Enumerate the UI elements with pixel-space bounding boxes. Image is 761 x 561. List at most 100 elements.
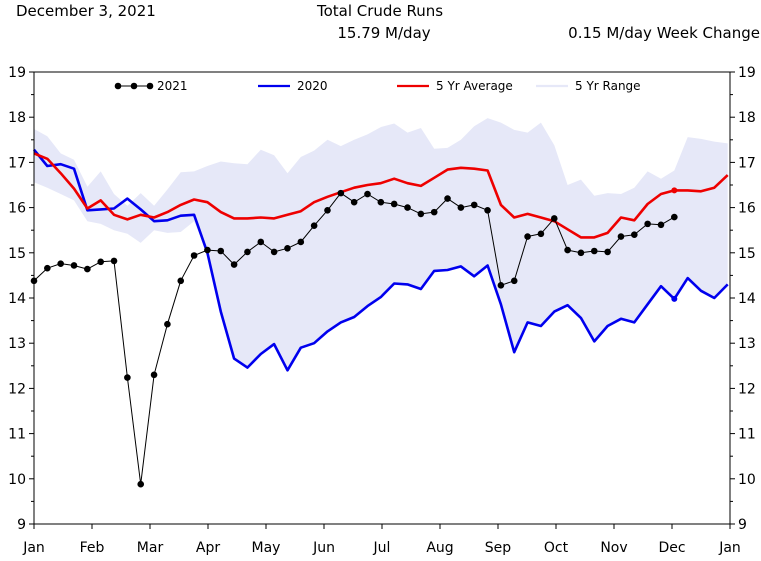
series-2021-point <box>564 246 571 254</box>
legend-2021-marker <box>146 82 154 90</box>
series-2021-point <box>257 238 265 246</box>
y-tick-label: 16 <box>8 201 26 217</box>
series-2021-point <box>110 257 118 265</box>
legend-2021-label: 2021 <box>157 79 188 93</box>
series-2021-point <box>297 238 305 246</box>
week-change: 0.15 M/day Week Change <box>568 24 760 42</box>
legend-5yr-average: 5 Yr Average <box>397 79 513 93</box>
x-tick-label: Jan <box>718 540 741 556</box>
y-tick-label-right: 18 <box>738 110 756 126</box>
series-2021-point <box>510 277 518 285</box>
series-2021-point <box>230 261 238 268</box>
series-2021-point <box>310 222 318 229</box>
series-2021-point <box>84 265 91 273</box>
y-tick-label-right: 14 <box>738 291 756 307</box>
series-2021-point <box>324 207 331 214</box>
x-tick-label: Oct <box>544 540 569 556</box>
y-tick-label-right: 10 <box>738 472 756 488</box>
y-tick-label-right: 13 <box>738 336 756 352</box>
x-tick-label: Apr <box>196 540 220 556</box>
y-tick-label: 10 <box>8 472 26 488</box>
x-tick-label: Dec <box>658 540 685 556</box>
legend-2021-marker <box>130 82 138 90</box>
series-2021-point <box>577 249 585 257</box>
series-2021-point <box>204 246 211 254</box>
series-2021-point <box>470 201 478 209</box>
series-2021-point <box>497 282 505 289</box>
series-2021-point <box>97 258 104 266</box>
series-2021-point <box>270 248 278 256</box>
legend-5yr-range-label: 5 Yr Range <box>575 79 641 93</box>
y-tick-label: 12 <box>8 381 26 397</box>
series-2021-point <box>137 480 145 488</box>
series-2021-point <box>457 204 465 211</box>
legend-2020-label: 2020 <box>297 79 328 93</box>
y-tick-label-right: 9 <box>738 517 747 533</box>
x-tick-label: Sep <box>485 540 512 556</box>
x-tick-label: May <box>252 540 281 556</box>
series-2021-point <box>390 200 398 208</box>
series-2021-point <box>524 233 531 240</box>
series-2021-point <box>164 320 171 328</box>
y-tick-label: 19 <box>8 65 26 81</box>
series-2021-point <box>284 244 291 252</box>
series-2021-point <box>671 213 678 221</box>
y-tick-label-right: 15 <box>738 246 756 262</box>
series-2021-point <box>350 198 358 206</box>
y-tick-label: 13 <box>8 336 26 352</box>
chart-title: Total Crude Runs <box>316 2 444 20</box>
report-date: December 3, 2021 <box>16 2 156 20</box>
y-tick-label-right: 11 <box>738 427 756 443</box>
series-2021-point <box>657 221 665 229</box>
x-tick-label: Nov <box>600 540 627 556</box>
y-tick-label: 17 <box>8 155 26 171</box>
current-value: 15.79 M/day <box>337 24 431 42</box>
y-tick-label: 9 <box>17 517 26 533</box>
series-2021-point <box>150 371 158 379</box>
series-2021-point <box>57 260 64 267</box>
x-tick-label: Jul <box>373 540 391 556</box>
series-2021-point <box>537 230 545 238</box>
series-5yr-average-current-point <box>671 187 678 194</box>
series-2021-point <box>550 215 558 222</box>
y-tick-label: 11 <box>8 427 26 443</box>
series-2021-point <box>244 248 251 256</box>
series-2021-point <box>337 189 345 197</box>
series-2021-point <box>590 247 598 255</box>
axis-layer: 9 9 10 10 11 11 12 12 13 13 14 14 15 15 16 16 17 17 18 18 19… <box>8 65 756 556</box>
x-tick-label: Feb <box>80 540 105 556</box>
y-tick-label-right: 17 <box>738 155 756 171</box>
y-tick-label-right: 12 <box>738 381 756 397</box>
series-2021-point <box>631 231 638 239</box>
series-2021-point <box>364 190 371 198</box>
y-tick-label-right: 16 <box>738 201 756 217</box>
y-tick-label: 18 <box>8 110 26 126</box>
legend-5yr-average-label: 5 Yr Average <box>436 79 513 93</box>
series-2021-point <box>417 210 425 218</box>
legend-2020: 2020 <box>258 79 328 93</box>
x-tick-label: Aug <box>426 540 453 556</box>
x-tick-label: Jan <box>22 540 45 556</box>
series-2021-point <box>617 233 625 240</box>
series-2021-point <box>604 248 611 256</box>
series-2021-point <box>430 208 438 216</box>
series-2020-current-point <box>671 295 678 302</box>
series-2021-point <box>70 262 78 269</box>
y-tick-label: 15 <box>8 246 26 262</box>
range-band <box>34 118 728 371</box>
y-tick-label: 14 <box>8 291 26 307</box>
legend-2021: 2021 <box>114 79 188 93</box>
legend-2021-marker <box>114 82 122 90</box>
legend-5yr-range: 5 Yr Range <box>536 79 641 93</box>
x-tick-label: Jun <box>312 540 335 556</box>
series-2021-point <box>44 264 51 272</box>
range-layer <box>34 118 728 371</box>
y-tick-label-right: 19 <box>738 65 756 81</box>
series-2021-point <box>484 207 491 214</box>
series-2021-point <box>217 247 225 255</box>
series-5yr-average-line <box>33 152 729 239</box>
series-2021-point <box>377 198 385 206</box>
series-layer <box>30 148 729 488</box>
x-tick-label: Mar <box>137 540 164 556</box>
